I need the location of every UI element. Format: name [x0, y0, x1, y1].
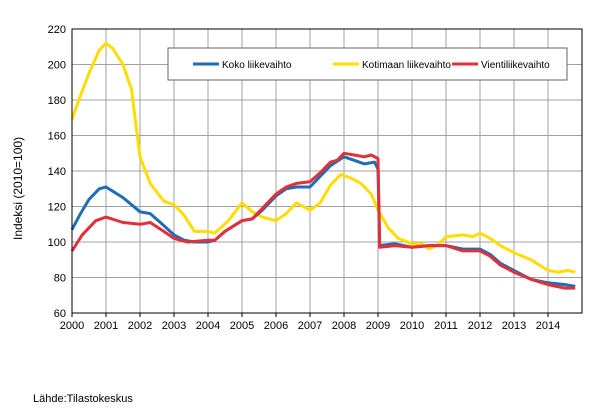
- series-lines: [70, 41, 576, 290]
- y-axis-label: Indeksi (2010=100): [11, 137, 25, 240]
- y-tick-label: 220: [48, 24, 66, 36]
- x-tick-label: 2002: [128, 320, 152, 332]
- y-tick-label: 200: [48, 60, 66, 72]
- plot-frame: [71, 28, 583, 314]
- x-tick-label: 2010: [400, 320, 424, 332]
- series-line-1: [70, 41, 576, 274]
- x-tick-label: 2014: [536, 320, 560, 332]
- x-tick-label: 2004: [196, 320, 220, 332]
- x-tick-label: 2013: [502, 320, 526, 332]
- legend: Koko liikevaihto Kotimaan liikevaihto Vien…: [167, 47, 568, 81]
- x-tick-label: 2009: [366, 320, 390, 332]
- y-ticks: 60 80 100 120 140 160 180 200 220: [48, 24, 66, 320]
- source-note: Lähde:Tilastokeskus: [33, 393, 133, 405]
- series-line-0: [70, 155, 576, 288]
- x-tick-label: 2006: [264, 320, 288, 332]
- y-tick-label: 160: [48, 131, 66, 143]
- x-tick-label: 2012: [468, 320, 492, 332]
- y-tick-label: 180: [48, 95, 66, 107]
- x-tick-label: 2007: [298, 320, 322, 332]
- y-tick-label: 60: [54, 308, 66, 320]
- x-tick-label: 2005: [230, 320, 254, 332]
- gridlines: [71, 28, 582, 314]
- y-tick-label: 100: [48, 237, 66, 249]
- x-tick-label: 2008: [332, 320, 356, 332]
- y-tick-label: 80: [54, 273, 66, 285]
- legend-label: Kotimaan liikevaihto: [362, 60, 451, 71]
- y-tick-label: 140: [48, 166, 66, 178]
- series-line-2: [70, 151, 576, 290]
- x-ticks: 2000 2001 2002 2003 2004 2005 2006 2007 2008 2009…: [60, 313, 560, 332]
- x-tick-label: 2003: [162, 320, 186, 332]
- legend-label: Koko liikevaihto: [222, 60, 292, 71]
- legend-label: Vientiliikevaihto: [481, 60, 550, 71]
- x-tick-label: 2000: [60, 320, 84, 332]
- x-tick-label: 2001: [94, 320, 118, 332]
- x-tick-label: 2011: [434, 320, 458, 332]
- y-tick-label: 120: [48, 202, 66, 214]
